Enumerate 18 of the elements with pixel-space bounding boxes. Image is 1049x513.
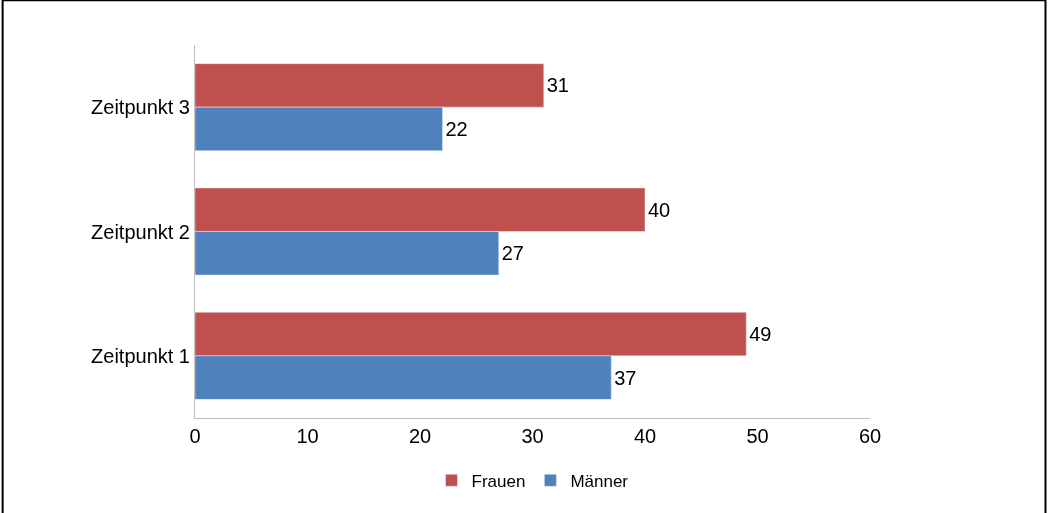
y-tick-label: Zeitpunkt 3 bbox=[91, 96, 190, 119]
y-tick-label: Zeitpunkt 2 bbox=[91, 220, 190, 243]
x-tick-label: 20 bbox=[408, 425, 432, 447]
data-label: 31 bbox=[546, 74, 569, 97]
x-tick-label: 40 bbox=[633, 425, 657, 447]
data-label: 37 bbox=[614, 366, 637, 389]
data-label: 22 bbox=[445, 117, 468, 140]
x-tick-label: 0 bbox=[189, 425, 201, 447]
x-tick-label: 10 bbox=[296, 425, 319, 447]
data-label: 27 bbox=[501, 242, 524, 265]
x-tick-label: 50 bbox=[746, 425, 769, 447]
x-tick-label: 60 bbox=[858, 425, 882, 447]
y-tick-label: Zeitpunkt 1 bbox=[91, 344, 190, 367]
x-tick-label: 30 bbox=[521, 425, 544, 447]
data-label: 49 bbox=[749, 323, 772, 346]
legend-label: Frauen bbox=[471, 471, 526, 491]
legend-label: Männer bbox=[570, 471, 629, 491]
data-label: 40 bbox=[648, 198, 671, 221]
